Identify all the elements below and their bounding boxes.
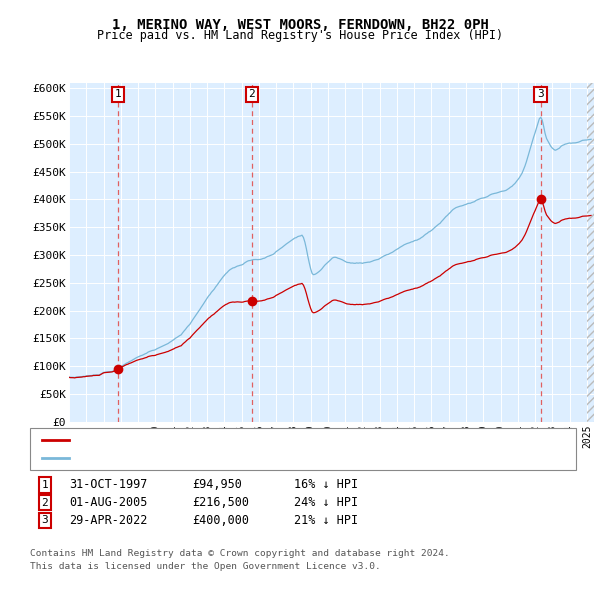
Text: £216,500: £216,500 [192,496,249,509]
Text: 2: 2 [248,90,255,100]
Text: Contains HM Land Registry data © Crown copyright and database right 2024.: Contains HM Land Registry data © Crown c… [30,549,450,558]
Text: 1, MERINO WAY, WEST MOORS, FERNDOWN, BH22 0PH (detached house): 1, MERINO WAY, WEST MOORS, FERNDOWN, BH2… [72,435,460,445]
Text: 01-AUG-2005: 01-AUG-2005 [69,496,148,509]
Text: This data is licensed under the Open Government Licence v3.0.: This data is licensed under the Open Gov… [30,562,381,571]
Text: £94,950: £94,950 [192,478,242,491]
Text: Price paid vs. HM Land Registry's House Price Index (HPI): Price paid vs. HM Land Registry's House … [97,30,503,42]
Text: 16% ↓ HPI: 16% ↓ HPI [294,478,358,491]
Text: 29-APR-2022: 29-APR-2022 [69,514,148,527]
Text: 24% ↓ HPI: 24% ↓ HPI [294,496,358,509]
Text: 3: 3 [41,516,49,525]
Text: 3: 3 [537,90,544,100]
Text: 31-OCT-1997: 31-OCT-1997 [69,478,148,491]
Text: 1: 1 [115,90,121,100]
Bar [587,83,594,422]
Text: 1, MERINO WAY, WEST MOORS, FERNDOWN, BH22 0PH: 1, MERINO WAY, WEST MOORS, FERNDOWN, BH2… [112,18,488,32]
Text: HPI: Average price, detached house, Dorset: HPI: Average price, detached house, Dors… [72,453,335,463]
Text: £400,000: £400,000 [192,514,249,527]
Text: 2: 2 [41,498,49,507]
Text: 21% ↓ HPI: 21% ↓ HPI [294,514,358,527]
Text: 1: 1 [41,480,49,490]
